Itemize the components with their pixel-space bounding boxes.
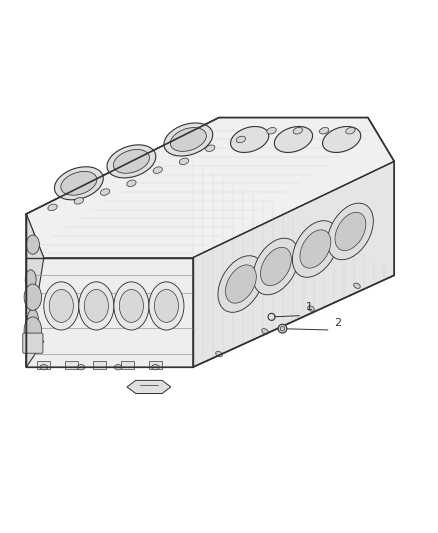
Ellipse shape	[346, 127, 355, 134]
Polygon shape	[26, 118, 394, 367]
Ellipse shape	[114, 282, 149, 330]
FancyBboxPatch shape	[23, 333, 43, 353]
Ellipse shape	[48, 204, 57, 211]
Ellipse shape	[335, 212, 366, 251]
Ellipse shape	[127, 180, 136, 187]
Ellipse shape	[307, 306, 314, 311]
Ellipse shape	[26, 235, 39, 254]
Ellipse shape	[179, 158, 189, 165]
Ellipse shape	[164, 123, 213, 156]
Ellipse shape	[84, 289, 109, 322]
Ellipse shape	[215, 351, 223, 357]
Polygon shape	[127, 381, 171, 393]
Ellipse shape	[24, 317, 42, 343]
Polygon shape	[26, 118, 394, 258]
Ellipse shape	[328, 203, 373, 260]
Ellipse shape	[353, 283, 360, 288]
Bar	[93, 361, 106, 369]
Ellipse shape	[49, 289, 74, 322]
Ellipse shape	[319, 127, 329, 134]
Ellipse shape	[253, 238, 299, 295]
Ellipse shape	[113, 149, 149, 173]
Ellipse shape	[61, 172, 97, 195]
Ellipse shape	[205, 145, 215, 151]
Ellipse shape	[79, 282, 114, 330]
Ellipse shape	[261, 329, 268, 334]
Ellipse shape	[170, 127, 206, 151]
Ellipse shape	[293, 221, 338, 277]
Text: 2: 2	[334, 318, 341, 328]
Ellipse shape	[40, 365, 48, 370]
Ellipse shape	[107, 145, 156, 178]
Ellipse shape	[114, 365, 122, 370]
Ellipse shape	[218, 256, 264, 312]
Bar	[37, 361, 50, 369]
Ellipse shape	[261, 247, 291, 286]
Circle shape	[278, 324, 287, 333]
Text: 1: 1	[306, 302, 313, 312]
Ellipse shape	[149, 282, 184, 330]
Ellipse shape	[54, 167, 103, 200]
Ellipse shape	[300, 230, 331, 268]
Ellipse shape	[274, 126, 313, 152]
Ellipse shape	[24, 284, 42, 310]
Ellipse shape	[77, 365, 85, 370]
Ellipse shape	[267, 127, 276, 134]
Ellipse shape	[322, 126, 361, 152]
Ellipse shape	[44, 282, 79, 330]
Ellipse shape	[226, 265, 256, 303]
Ellipse shape	[152, 365, 159, 370]
Bar	[121, 361, 134, 369]
Ellipse shape	[100, 189, 110, 195]
Ellipse shape	[74, 198, 84, 204]
Ellipse shape	[25, 270, 36, 289]
Ellipse shape	[154, 289, 178, 322]
Polygon shape	[193, 161, 394, 367]
Ellipse shape	[293, 127, 303, 134]
Ellipse shape	[27, 309, 39, 329]
Polygon shape	[26, 214, 44, 367]
Bar	[149, 361, 162, 369]
Ellipse shape	[230, 126, 269, 152]
Ellipse shape	[236, 136, 246, 143]
Polygon shape	[26, 258, 193, 367]
Ellipse shape	[119, 289, 143, 322]
Polygon shape	[26, 341, 44, 367]
Bar	[65, 361, 78, 369]
Ellipse shape	[153, 167, 162, 173]
